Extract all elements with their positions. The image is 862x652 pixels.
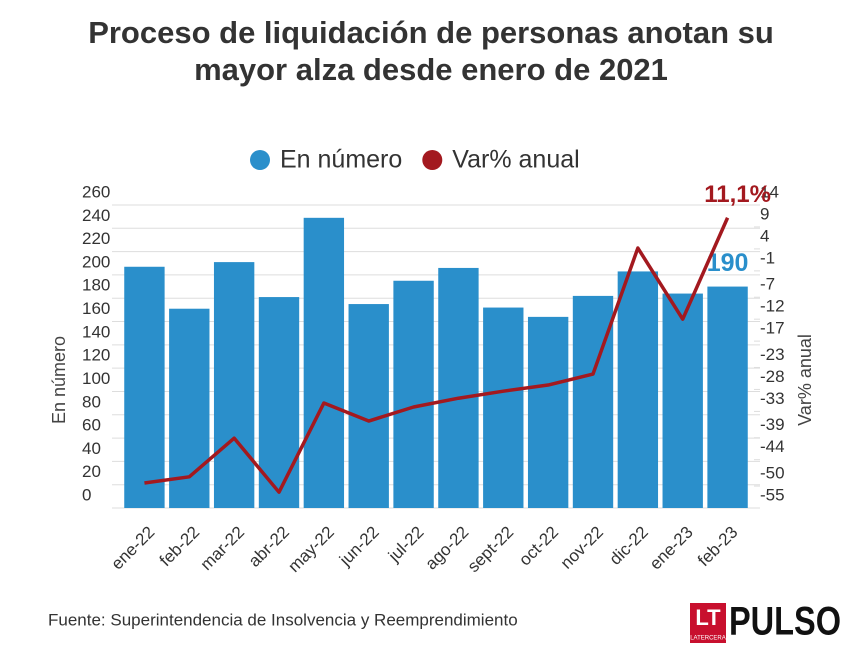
y-axis-label: En número xyxy=(49,336,69,424)
bar xyxy=(572,295,614,508)
y2-tick-label: -17 xyxy=(760,319,785,338)
bar xyxy=(393,280,434,508)
bar xyxy=(707,286,748,508)
legend-label: Var% anual xyxy=(452,146,579,174)
y2-tick-label: -33 xyxy=(760,389,785,408)
y2-tick-label: -7 xyxy=(760,275,775,294)
legend-marker xyxy=(250,150,270,170)
chart-title: mayor alza desde enero de 2021 xyxy=(194,52,668,87)
y-tick-label: 20 xyxy=(82,462,101,481)
y2-tick-label: -12 xyxy=(760,297,785,316)
bar xyxy=(438,267,479,508)
bar xyxy=(527,316,569,508)
y2-tick-label: -39 xyxy=(760,415,785,434)
y-tick-label: 40 xyxy=(82,439,101,458)
bar xyxy=(124,266,165,508)
y-tick-label: 220 xyxy=(82,229,110,248)
x-tick-label: nov-22 xyxy=(557,523,607,573)
logo-badge xyxy=(690,603,726,643)
logo-name: PULSO xyxy=(729,600,841,644)
y-tick-label: 120 xyxy=(82,346,110,365)
y-tick-label: 180 xyxy=(82,276,110,295)
y2-tick-label: -28 xyxy=(760,367,785,386)
bar xyxy=(258,297,300,508)
y2-tick-label: 9 xyxy=(760,204,769,223)
x-tick-label: sept-22 xyxy=(464,523,518,577)
legend-label: En número xyxy=(280,146,402,174)
y-tick-label: 260 xyxy=(82,182,110,201)
y-tick-label: 240 xyxy=(82,206,110,225)
bar xyxy=(213,262,255,508)
x-tick-label: feb-22 xyxy=(156,523,204,571)
y-tick-label: 60 xyxy=(82,416,101,435)
logo-badge-sub: LATERCERA xyxy=(690,636,726,642)
bar-value-label: 190 xyxy=(707,249,749,277)
x-tick-label: dic-22 xyxy=(606,523,652,569)
y2-tick-label: -44 xyxy=(760,437,785,456)
y-tick-label: 80 xyxy=(82,392,101,411)
line-value-label: 11,1% xyxy=(704,181,771,208)
x-tick-label: feb-23 xyxy=(694,523,742,571)
source: Fuente: Superintendencia de Insolvencia … xyxy=(48,610,518,629)
y2-tick-label: -23 xyxy=(760,345,785,364)
x-tick-label: ene-23 xyxy=(646,523,697,574)
y-tick-label: 140 xyxy=(82,322,110,341)
y2-tick-label: -1 xyxy=(760,248,775,267)
line xyxy=(144,217,730,494)
y2-tick-label: 4 xyxy=(760,226,769,245)
y-tick-label: 160 xyxy=(82,299,110,318)
y-tick-label: 0 xyxy=(82,485,91,504)
bar xyxy=(348,304,389,508)
x-tick-label: oct-22 xyxy=(515,523,562,570)
y2-tick-label: 14 xyxy=(760,182,779,201)
bar xyxy=(662,293,703,508)
y2-axis-label: Var% anual xyxy=(795,334,815,426)
y2-tick-label: -50 xyxy=(760,464,785,483)
x-tick-label: jun-22 xyxy=(335,523,383,571)
x-tick-label: may-22 xyxy=(284,523,338,577)
y2-tick-label: -55 xyxy=(760,485,785,504)
y-tick-label: 100 xyxy=(82,369,110,388)
y-tick-label: 200 xyxy=(82,252,110,271)
chart-title: Proceso de liquidación de personas anota… xyxy=(88,15,774,50)
x-tick-label: ago-22 xyxy=(422,523,473,574)
x-tick-label: ene-22 xyxy=(108,523,159,574)
bar xyxy=(303,217,345,509)
bar xyxy=(483,307,524,508)
bar xyxy=(617,271,659,508)
x-tick-label: mar-22 xyxy=(197,523,249,575)
legend-marker xyxy=(422,150,443,170)
logo-badge-text: LT xyxy=(695,605,721,630)
